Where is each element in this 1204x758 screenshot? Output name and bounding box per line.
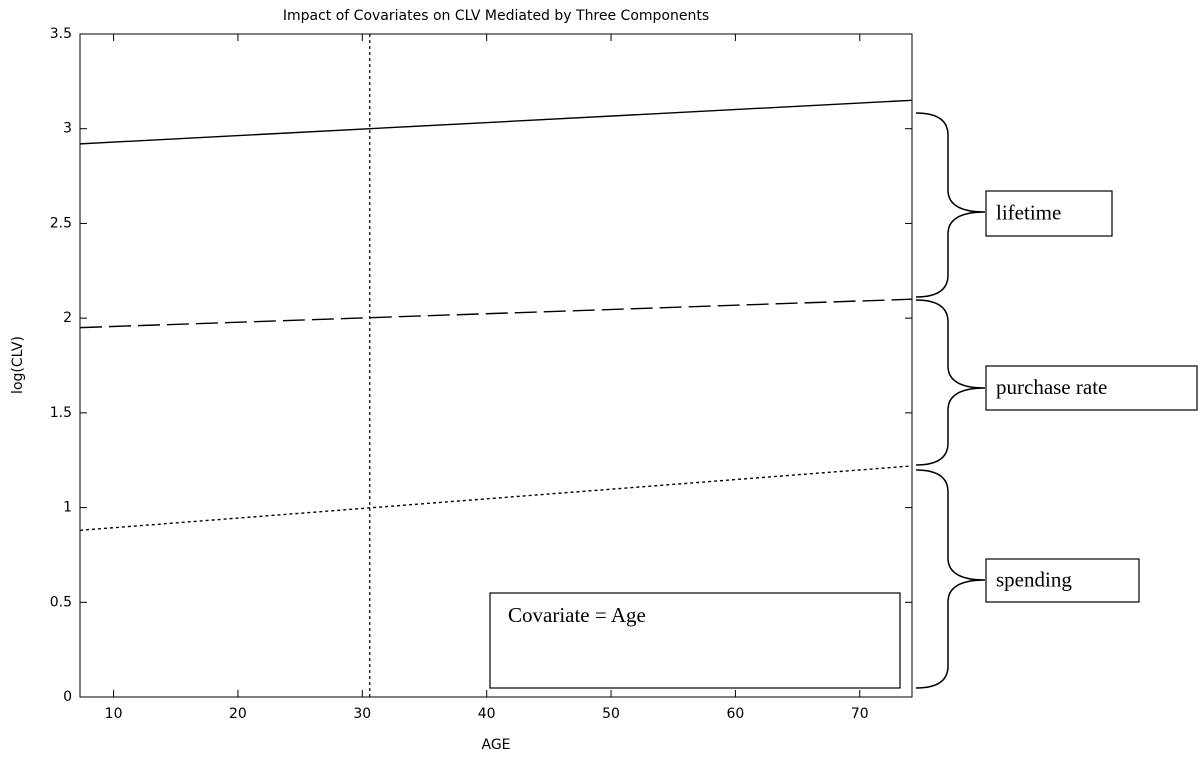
brace [915, 469, 986, 689]
x-tick-label: 30 [353, 706, 371, 722]
y-tick-label: 1.5 [50, 405, 72, 421]
x-tick-label: 10 [105, 706, 123, 722]
chart-title: Impact of Covariates on CLV Mediated by … [283, 8, 709, 24]
legend-box [985, 190, 1113, 237]
y-tick-label: 2 [63, 310, 72, 326]
x-tick-label: 20 [229, 706, 247, 722]
braces [915, 112, 986, 689]
x-tick-label: 50 [602, 706, 620, 722]
brace [915, 299, 986, 466]
y-tick-label: 2.5 [50, 215, 72, 231]
y-tick-label: 0 [63, 689, 72, 705]
legend-label: purchase rate [996, 375, 1107, 399]
annotation-text: Covariate = Age [508, 603, 646, 627]
brace [915, 112, 986, 298]
y-tick-label: 1 [63, 500, 72, 516]
legend-label: lifetime [996, 200, 1061, 224]
data-line [79, 465, 913, 532]
x-tick-label: 70 [851, 706, 869, 722]
legend-box [985, 558, 1140, 603]
y-tick-label: 0.5 [50, 594, 72, 610]
x-tick-label: 40 [478, 706, 496, 722]
x-tick-label: 60 [726, 706, 744, 722]
y-axis-label: log(CLV) [10, 336, 26, 394]
y-tick-label: 3.5 [50, 26, 72, 42]
plot-frame [79, 33, 913, 698]
x-axis-label: AGE [481, 737, 510, 753]
legend-box [985, 365, 1198, 411]
legend: lifetime purchase rate spending [985, 190, 1198, 603]
data-line [79, 99, 913, 145]
legend-label: spending [996, 567, 1072, 591]
y-tick-label: 3 [63, 121, 72, 137]
annotation-box [489, 592, 901, 689]
data-line [79, 298, 913, 329]
